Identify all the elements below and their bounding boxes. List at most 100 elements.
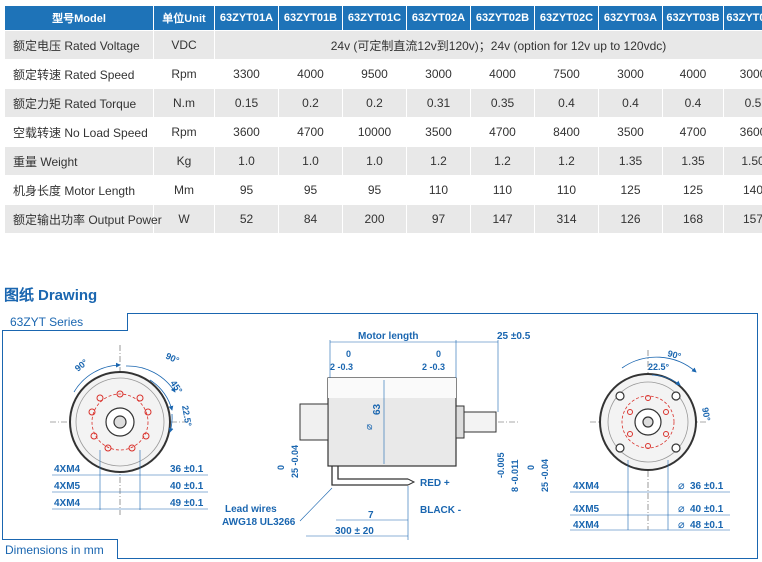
table-cell: 3500 [599,118,662,146]
table-row: 额定输出功率 Output Power W 52 84 200 97 147 314 126 16… [5,205,762,233]
hole-spec-right-2: 4XM5 [573,504,600,515]
table-cell: 110 [407,176,470,204]
table-cell: 1.35 [599,147,662,175]
row-param: 额定力矩 Rated Torque [5,89,153,117]
table-cell: 0.35 [471,89,534,117]
table-row: 额定电压 Rated Voltage VDC 24v (可定制直流12v到120… [5,31,762,59]
table-cell: 1.2 [407,147,470,175]
motor-length-label: Motor length [358,331,419,342]
shaft-nominal: -0.005 [496,452,506,478]
table-cell: 3300 [215,60,278,88]
drawing-section-title: 图纸 Drawing [4,284,97,305]
pilot-nominal: 0 [276,465,286,470]
table-cell: 4700 [279,118,342,146]
table-cell: 4000 [663,60,723,88]
diameter-right-3: 48 ±0.1 [690,520,724,531]
table-cell: 140 [724,176,762,204]
angle-90-right-side: 90° [700,407,712,423]
table-cell: 3000 [724,60,762,88]
diameter-right-1: 36 ±0.1 [690,481,724,492]
table-header-row: 型号Model 单位Unit 63ZYT01A 63ZYT01B 63ZYT01… [5,6,762,30]
table-cell: 314 [535,205,598,233]
table-cell: 0.31 [407,89,470,117]
shaft-tolerance: 8 -0.011 [510,459,520,492]
row-unit: W [154,205,214,233]
units-note: Dimensions in mm [2,539,118,559]
left-front-view: 90° 90° 45° 22.5° 4XM4 4XM5 4XM4 36 ±0.1… [50,345,208,515]
table-cell: 3600 [215,118,278,146]
angle-90-left-b: 90° [164,351,181,366]
diameter-left-2: 40 ±0.1 [170,481,204,492]
table-cell: 52 [215,205,278,233]
hole-spec-right-3: 4XM4 [573,520,600,531]
header-63zyt02c: 63ZYT02C [535,6,598,30]
diameter-left-1: 36 ±0.1 [170,464,204,475]
tol-top-left-nominal: 0 [346,349,351,359]
table-cell: 1.2 [535,147,598,175]
table-row: 空载转速 No Load Speed Rpm 3600 4700 10000 3500 47… [5,118,762,146]
row-unit: N.m [154,89,214,117]
svg-text:⌀: ⌀ [678,503,685,515]
table-cell: 8400 [535,118,598,146]
table-cell: 84 [279,205,342,233]
row-unit: Rpm [154,60,214,88]
header-63zyt02b: 63ZYT02B [471,6,534,30]
hole-spec-right-1: 4XM4 [573,481,600,492]
drawing-frame [2,313,758,559]
header-63zyt03a: 63ZYT03A [599,6,662,30]
pilot2-tolerance: 25 -0.04 [540,459,550,492]
header-63zyt04a: 63ZYT04A [724,6,762,30]
angle-90-left-a: 90° [73,357,90,374]
tol-top-left: 2 -0.3 [330,362,353,372]
pilot-tolerance: 25 -0.04 [290,445,300,478]
header-63zyt03b: 63ZYT03B [663,6,723,30]
table-cell: 10000 [343,118,406,146]
angle-90-right: 90° [666,348,682,361]
svg-text:⌀: ⌀ [678,519,685,531]
table-cell: 3000 [407,60,470,88]
row-unit: Rpm [154,118,214,146]
table-cell: 1.0 [215,147,278,175]
voltage-value: 24v (可定制直流12v到120v)；24v (option for 12v … [215,31,762,59]
table-cell: 147 [471,205,534,233]
table-cell: 7500 [535,60,598,88]
header-63zyt01c: 63ZYT01C [343,6,406,30]
header-63zyt01b: 63ZYT01B [279,6,342,30]
dim-7: 7 [368,510,374,521]
header-63zyt01a: 63ZYT01A [215,6,278,30]
series-label: 63ZYT Series [2,313,128,331]
hole-spec-left-1: 4XM4 [54,464,81,475]
tol-top-right: 2 -0.3 [422,362,445,372]
table-cell: 97 [407,205,470,233]
side-view: Motor length 25 ±0.5 0 2 -0.3 0 2 -0.3 6… [222,331,550,540]
table-cell: 0.2 [279,89,342,117]
table-cell: 1.2 [471,147,534,175]
hole-spec-left-3: 4XM4 [54,498,81,509]
table-row: 机身长度 Motor Length Mm 95 95 95 110 110 110 125 125… [5,176,762,204]
lead-wires-label: Lead wires [225,504,277,515]
table-cell: 0.4 [663,89,723,117]
table-cell: 125 [663,176,723,204]
table-cell: 4700 [471,118,534,146]
drawing-title-en: Drawing [38,287,98,304]
table-cell: 200 [343,205,406,233]
row-param: 额定转速 Rated Speed [5,60,153,88]
table-cell: 3000 [599,60,662,88]
red-wire-label: RED + [420,478,450,489]
row-unit: Mm [154,176,214,204]
angle-45-left: 45° [168,378,184,395]
header-model: 型号Model [5,6,153,30]
table-cell: 168 [663,205,723,233]
tol-top-right-nominal: 0 [436,349,441,359]
table-cell: 110 [535,176,598,204]
diameter-left-3: 49 ±0.1 [170,498,204,509]
row-param: 空载转速 No Load Speed [5,118,153,146]
diameter-right-2: 40 ±0.1 [690,504,724,515]
table-cell: 0.4 [535,89,598,117]
black-wire-label: BLACK - [420,505,461,516]
table-cell: 4000 [471,60,534,88]
table-cell: 110 [471,176,534,204]
row-param: 机身长度 Motor Length [5,176,153,204]
row-param: 额定电压 Rated Voltage [5,31,153,59]
